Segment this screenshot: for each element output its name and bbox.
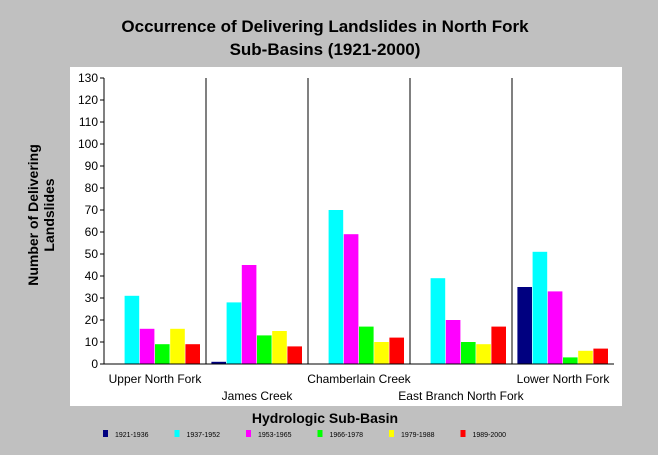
category-label: Chamberlain Creek	[307, 372, 411, 386]
bar	[241, 265, 257, 364]
bar	[155, 344, 170, 364]
legend: 1921-1936 1937-1952 1953-1965 1966-1978 1979…	[103, 430, 506, 439]
y-tick-label: 80	[85, 181, 99, 195]
y-tick-label: 50	[85, 247, 99, 261]
y-tick-label: 60	[85, 225, 99, 239]
bar	[563, 357, 578, 364]
bar	[124, 295, 140, 364]
legend-swatch	[317, 430, 323, 437]
bar	[578, 350, 593, 364]
y-axis-label-line-2: Landslides	[41, 178, 57, 251]
bar	[272, 331, 287, 364]
y-tick-label: 130	[78, 71, 98, 85]
bar	[185, 344, 200, 364]
bar	[476, 344, 491, 364]
y-tick-label: 0	[91, 357, 98, 371]
category-label: James Creek	[222, 389, 294, 403]
y-axis-label-line-1: Number of Delivering	[25, 144, 41, 286]
bar	[257, 335, 272, 364]
y-tick-label: 90	[85, 159, 99, 173]
category-label: Upper North Fork	[109, 372, 203, 386]
legend-swatch	[246, 430, 251, 437]
y-tick-label: 20	[85, 313, 99, 327]
category-label: Lower North Fork	[517, 372, 611, 386]
legend-entry-label: 1979-1988	[401, 432, 435, 439]
legend-swatch	[103, 430, 108, 437]
x-axis-label: Hydrologic Sub-Basin	[252, 410, 398, 426]
plot-area: 0 10 20 30 40 50 60 70 80 90 100 110 120 130 Upper Nor…	[78, 71, 614, 403]
bar	[211, 361, 226, 364]
legend-swatch	[460, 430, 466, 437]
bar	[517, 287, 532, 364]
legend-entry-label: 1937-1952	[187, 432, 221, 439]
bar	[461, 342, 476, 364]
chart-title-line-1: Occurrence of Delivering Landslides in N…	[121, 17, 529, 36]
legend-entry-label: 1921-1936	[115, 432, 149, 439]
y-tick-label: 40	[85, 269, 99, 283]
legend-swatch	[174, 430, 180, 437]
bar	[491, 326, 506, 364]
bar	[593, 348, 608, 364]
y-tick-label: 110	[79, 115, 98, 129]
bar	[430, 278, 446, 364]
legend-swatch	[389, 430, 394, 437]
bar	[374, 342, 389, 364]
chart-title-line-2: Sub-Basins (1921-2000)	[230, 40, 421, 59]
y-tick-label: 30	[85, 291, 99, 305]
bar	[139, 328, 155, 364]
legend-entry-label: 1966-1978	[330, 432, 364, 439]
y-tick-label: 10	[85, 335, 99, 349]
y-axis-label: Number of Delivering Landslides	[25, 144, 57, 286]
y-tick-label: 70	[85, 203, 99, 217]
legend-entry-label: 1989-2000	[473, 432, 507, 439]
bar	[170, 328, 185, 364]
bar	[343, 234, 359, 364]
bar	[359, 326, 374, 364]
bar	[532, 251, 548, 364]
bar	[287, 346, 302, 364]
y-tick-label: 100	[78, 137, 98, 151]
bar	[328, 210, 344, 364]
y-tick-label: 120	[78, 93, 98, 107]
category-label: East Branch North Fork	[398, 389, 524, 403]
bar	[389, 337, 404, 364]
bar	[445, 320, 461, 364]
bar	[226, 302, 242, 364]
legend-entry-label: 1953-1965	[258, 432, 292, 439]
bar	[547, 291, 563, 364]
